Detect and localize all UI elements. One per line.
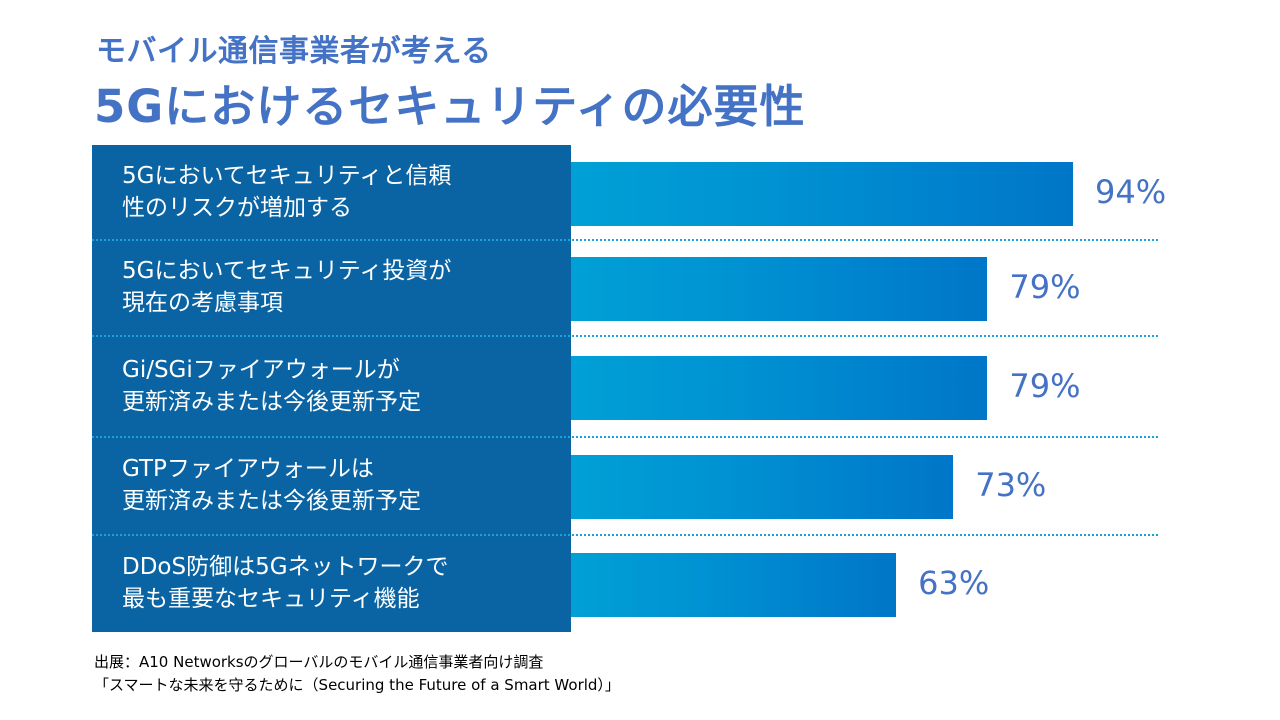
value-label: 73% [975, 466, 1047, 504]
bar [571, 552, 897, 617]
row-divider [92, 436, 1158, 438]
source-line-1: 出展：A10 Networksのグローバルのモバイル通信事業者向け調査 [94, 653, 544, 671]
bar [571, 355, 988, 420]
bar [571, 257, 988, 321]
bar [571, 455, 954, 519]
value-label: 94% [1095, 172, 1167, 211]
category-label: 5Gにおいてセキュリティ投資が 現在の考慮事項 [122, 258, 452, 316]
title-line-2: 5Gにおけるセキュリティの必要性 [94, 80, 806, 133]
category-label-panel [92, 145, 571, 632]
value-label: 63% [918, 563, 990, 602]
row-divider [92, 534, 1158, 536]
bar [571, 161, 1073, 226]
value-label: 79% [1009, 268, 1081, 306]
row-divider [92, 335, 1158, 337]
row-divider [92, 239, 1158, 241]
value-label: 79% [1009, 366, 1081, 405]
source-line-2: 「スマートな未来を守るために（Securing the Future of a … [94, 676, 620, 694]
category-label: DDoS防御は5Gネットワークで 最も重要なセキュリティ機能 [122, 553, 449, 612]
category-label: 5Gにおいてセキュリティと信頼 性のリスクが増加する [122, 162, 452, 221]
title-line-1: モバイル通信事業者が考える [96, 34, 492, 69]
category-label: Gi/SGiファイアウォールが 更新済みまたは今後更新予定 [122, 356, 421, 415]
category-label: GTPファイアウォールは 更新済みまたは今後更新予定 [122, 456, 421, 514]
